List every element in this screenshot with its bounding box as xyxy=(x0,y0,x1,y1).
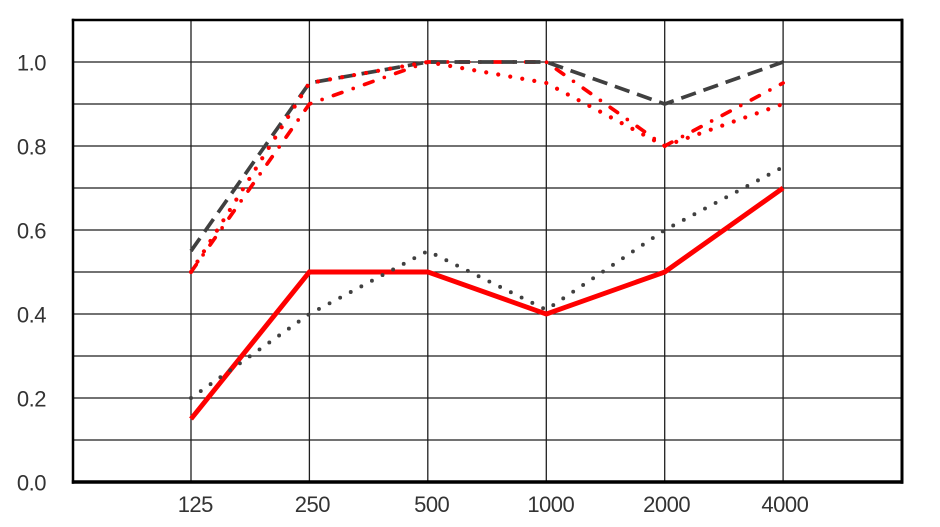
svg-text:125: 125 xyxy=(178,492,213,517)
svg-text:0.2: 0.2 xyxy=(17,386,46,411)
svg-text:0.8: 0.8 xyxy=(17,134,46,159)
svg-text:4000: 4000 xyxy=(761,492,808,517)
svg-text:1000: 1000 xyxy=(527,492,574,517)
svg-text:2000: 2000 xyxy=(643,492,690,517)
svg-text:500: 500 xyxy=(414,492,449,517)
svg-text:0.0: 0.0 xyxy=(17,470,46,495)
svg-text:1.0: 1.0 xyxy=(17,50,46,75)
svg-text:0.4: 0.4 xyxy=(17,302,46,327)
svg-text:0.6: 0.6 xyxy=(17,218,46,243)
svg-text:250: 250 xyxy=(295,492,330,517)
